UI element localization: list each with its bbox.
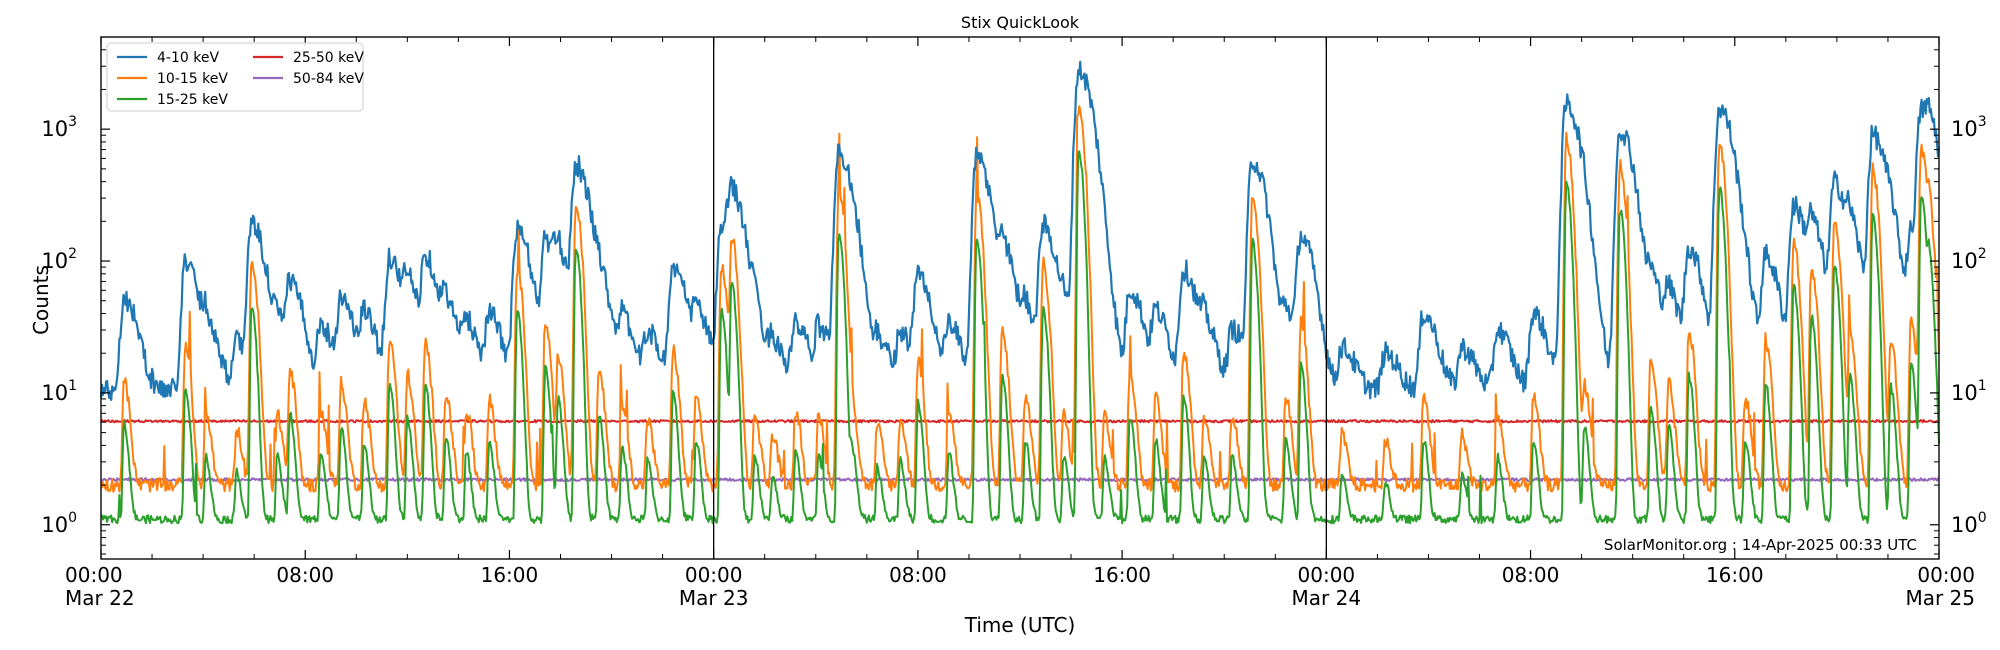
x-tick-label-time: 00:00: [65, 563, 123, 587]
solarmonitor-annotation: SolarMonitor.org : 14-Apr-2025 00:33 UTC: [1604, 536, 1917, 554]
y-tick-label-right: 101: [1951, 378, 1987, 405]
x-axis-label: Time (UTC): [964, 613, 1076, 637]
x-tick-label-time: 00:00: [1298, 563, 1356, 587]
x-tick-label-time: 00:00: [685, 563, 743, 587]
x-tick-label-date: Mar 24: [1292, 586, 1362, 610]
series-layer: [99, 60, 1941, 525]
x-tick-label-time: 16:00: [1093, 563, 1151, 587]
y-tick-label-right: 102: [1951, 246, 1987, 273]
plot-area: [99, 36, 1941, 560]
series-line-4-10-kev: [99, 60, 1941, 401]
legend-label: 4-10 keV: [157, 50, 219, 66]
legend-box: [106, 42, 364, 112]
x-tick-label-date: Mar 22: [65, 586, 135, 610]
x-tick-label-date: Mar 25: [1905, 586, 1975, 610]
x-tick-label-date: Mar 23: [679, 586, 749, 610]
series-line-10-15-kev: [100, 105, 1940, 493]
legend-label: 25-50 keV: [293, 50, 364, 66]
y-tick-label-left: 101: [41, 378, 77, 405]
x-tick-label-time: 08:00: [889, 563, 947, 587]
y-tick-label-right: 103: [1951, 114, 1987, 141]
day-boundary-layer: [713, 37, 1327, 559]
x-tick-label-time: 08:00: [1502, 563, 1560, 587]
y-tick-label-left: 103: [41, 114, 77, 141]
legend-label: 15-25 keV: [157, 92, 228, 108]
x-tick-label-time: 16:00: [1706, 563, 1764, 587]
series-line-15-25-kev: [100, 150, 1940, 525]
y-tick-label-right: 100: [1951, 510, 1987, 537]
x-tick-label-time: 16:00: [481, 563, 539, 587]
x-tick-label-time: 08:00: [276, 563, 334, 587]
chart-title: Stix QuickLook: [961, 13, 1080, 32]
x-tick-label-time: 00:00: [1917, 563, 1975, 587]
legend-label: 10-15 keV: [157, 71, 228, 87]
legend-label: 50-84 keV: [293, 71, 364, 87]
y-axis-label: Counts: [29, 265, 53, 335]
legend: 4-10 keV 10-15 keV 15-25 keV 25-50 keV 50-84…: [106, 42, 364, 112]
y-tick-label-left: 100: [41, 510, 77, 537]
